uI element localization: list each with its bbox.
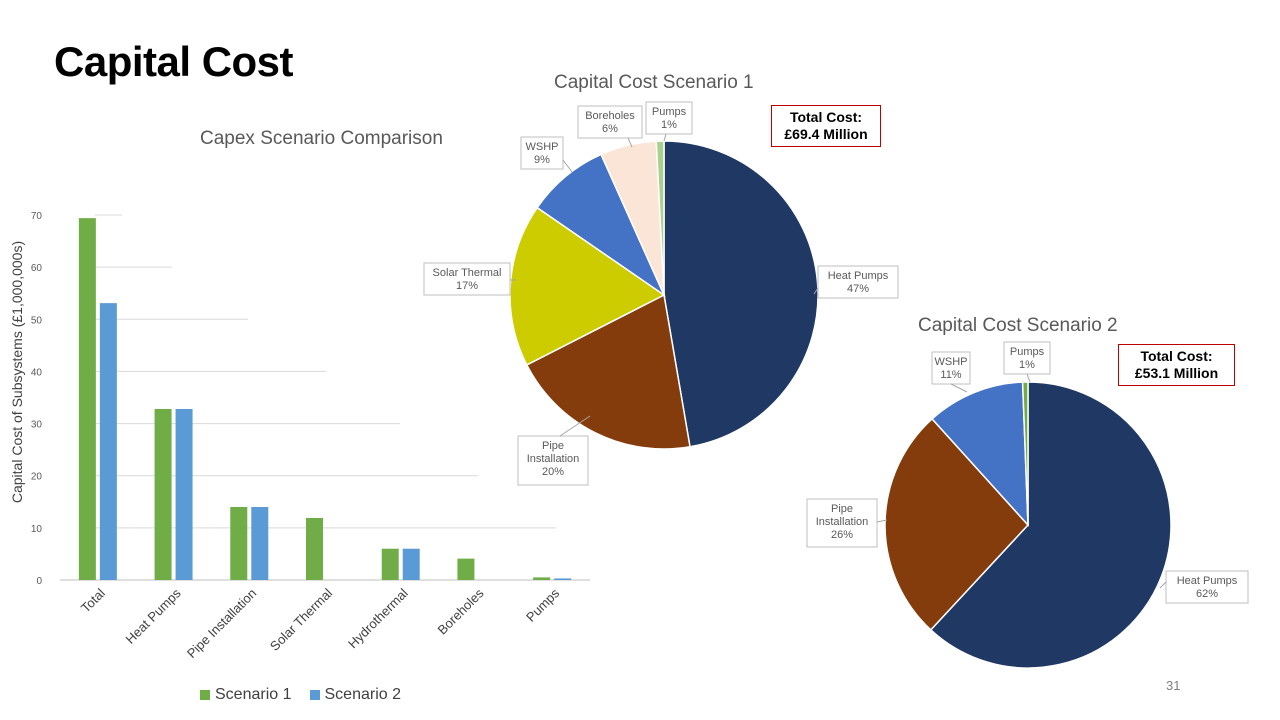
x-tick-heat-pumps: Heat Pumps	[122, 585, 184, 647]
pie2-slice-heat-pumps	[929, 381, 1172, 669]
pie2-slice-pipe-installation	[884, 417, 1030, 631]
pie2-leader-heat-pumps	[1159, 581, 1167, 589]
pie2-title: Capital Cost Scenario 2	[918, 315, 1118, 336]
pie1-title: Capital Cost Scenario 1	[554, 72, 754, 93]
pie2-total-box: Total Cost: £53.1 Million	[1118, 344, 1235, 386]
y-tick-40: 40	[31, 367, 43, 378]
bar-hydrothermal-s1	[381, 548, 399, 580]
legend-swatch-scenario-1	[200, 690, 210, 700]
bar-heat-pumps-s2	[175, 408, 193, 580]
pie1-total-value: £69.4 Million	[784, 126, 868, 142]
bar-hydrothermal-s2	[402, 548, 420, 580]
pie2-label-wshp: WSHP	[935, 356, 968, 368]
pie2-slice-wshp	[931, 381, 1029, 528]
pie2-pct-wshp: 11%	[940, 369, 961, 381]
bar-total-s2	[99, 303, 117, 580]
pie1-label-pipe-installation-1: Pipe	[542, 440, 564, 452]
pie1-total-box: Total Cost: £69.4 Million	[771, 105, 881, 147]
pie2-label-box-pipe-installation	[806, 498, 878, 548]
pie1-pct-pipe-installation: 20%	[542, 466, 564, 478]
pie2-label-pumps: Pumps	[1010, 346, 1045, 358]
y-tick-10: 10	[31, 524, 43, 535]
y-axis-label: Capital Cost of Subsystems (£1,000,000s)	[9, 241, 25, 503]
pie2-slice-pumps	[1021, 381, 1029, 526]
pie1-label-pipe-installation-2: Installation	[527, 453, 580, 465]
pie1-leader-pumps	[663, 133, 667, 142]
pie1-slice-heat-pumps	[663, 140, 819, 448]
y-tick-60: 60	[31, 263, 43, 274]
bar-pipe-installation-s1	[230, 507, 248, 580]
pie1-slice-pipe-installation	[525, 293, 691, 450]
pie1-label-pumps: Pumps	[652, 106, 687, 118]
pie2-total-value: £53.1 Million	[1134, 365, 1219, 381]
bar-total-s1	[78, 218, 96, 580]
legend-item-scenario-2: Scenario 2	[309, 686, 402, 704]
pie1-total-label: Total Cost:	[789, 109, 863, 125]
pie1-leader-pipe-installation	[559, 415, 591, 437]
legend-label-scenario-2: Scenario 2	[324, 686, 402, 703]
pie1-pct-solar-thermal: 17%	[456, 280, 478, 292]
pie1-slice-pumps	[655, 140, 665, 296]
bar-pumps-s2	[554, 578, 572, 580]
pie1-pct-wshp: 9%	[534, 154, 550, 166]
pie1-label-boreholes: Boreholes	[585, 110, 635, 122]
pie1-label-box-heat-pumps	[817, 265, 899, 299]
pie1-leader-boreholes	[627, 137, 633, 148]
bar-boreholes-s1	[457, 558, 475, 580]
pie1-label-wshp: WSHP	[526, 141, 559, 153]
bar-heat-pumps-s1	[154, 408, 172, 580]
page-number: 31	[1166, 678, 1181, 693]
pie1-leader-heat-pumps	[813, 287, 819, 295]
y-tick-30: 30	[31, 420, 43, 431]
x-tick-pipe-installation: Pipe Installation	[184, 586, 260, 662]
bar-chart-legend: Scenario 1 Scenario 2	[200, 686, 401, 704]
y-tick-0: 0	[36, 576, 42, 587]
slide-title: Capital Cost	[54, 38, 294, 85]
pie2-pct-pipe-installation: 26%	[831, 529, 853, 541]
x-tick-pumps: Pumps	[523, 585, 563, 625]
pie2-label-pipe-installation-1: Pipe	[831, 503, 853, 515]
pie2-leader-pipe-installation	[876, 519, 888, 523]
pie1-pct-pumps: 1%	[661, 119, 677, 131]
x-tick-solar-thermal: Solar Thermal	[267, 585, 335, 653]
x-tick-boreholes: Boreholes	[435, 585, 487, 637]
pie1-slice-wshp	[536, 153, 666, 298]
pie1-pct-boreholes: 6%	[602, 123, 618, 135]
pie1-label-solar-thermal: Solar Thermal	[433, 267, 502, 279]
pie2-label-box-wshp	[931, 351, 971, 385]
pie2-leader-pumps	[1026, 373, 1031, 383]
pie2-leader-wshp	[950, 383, 968, 393]
pie2-pct-heat-pumps: 62%	[1196, 588, 1218, 600]
bar-pumps-s1	[533, 577, 551, 580]
y-tick-50: 50	[31, 315, 43, 326]
x-tick-total: Total	[78, 585, 108, 615]
pie1-leader-wshp	[562, 159, 573, 173]
pie1-label-box-boreholes	[577, 105, 643, 139]
pie2-label-pipe-installation-2: Installation	[816, 516, 869, 528]
pie2-total-label: Total Cost:	[1140, 348, 1213, 364]
pie1-label-box-pipe-installation	[517, 435, 589, 486]
bar-solar-thermal-s1	[306, 517, 323, 580]
y-tick-20: 20	[31, 472, 43, 483]
legend-label-scenario-1: Scenario 1	[215, 686, 292, 703]
pie2-label-box-heat-pumps	[1165, 570, 1249, 604]
legend-item-scenario-1: Scenario 1	[200, 686, 292, 704]
x-tick-hydrothermal: Hydrothermal	[345, 585, 411, 651]
pie1-label-heat-pumps: Heat Pumps	[828, 270, 889, 282]
pie2-label-box-pumps	[1003, 341, 1051, 375]
pie1-pct-heat-pumps: 47%	[847, 283, 869, 295]
pie2-label-heat-pumps: Heat Pumps	[1177, 575, 1238, 587]
pie1-label-box-pumps	[645, 101, 693, 135]
y-tick-70: 70	[31, 211, 43, 222]
pie1-label-box-solar-thermal	[423, 262, 511, 296]
pie1-label-box-wshp	[520, 136, 564, 170]
bar-pipe-installation-s2	[251, 507, 269, 580]
pie2-pct-pumps: 1%	[1019, 359, 1035, 371]
legend-swatch-scenario-2	[309, 690, 320, 700]
bar-chart-title: Capex Scenario Comparison	[200, 128, 443, 149]
